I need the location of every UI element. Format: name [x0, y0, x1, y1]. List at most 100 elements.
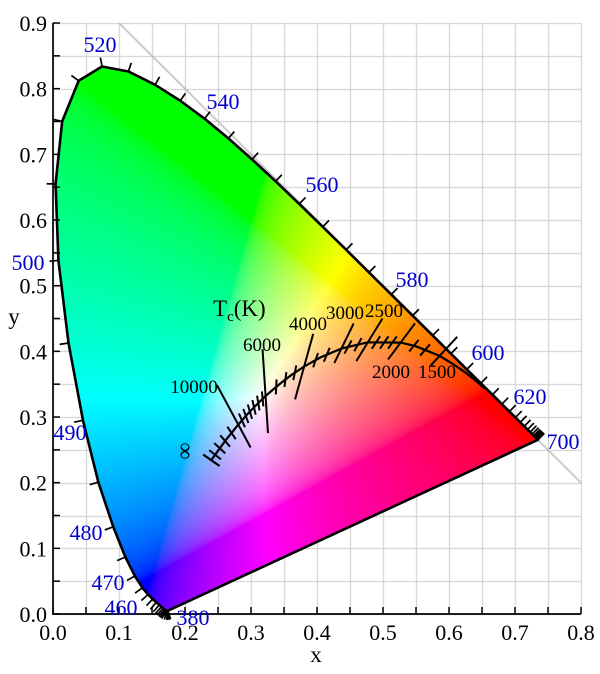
y-tick-label: 0.4	[20, 339, 48, 364]
wavelength-tick	[519, 415, 528, 423]
temperature-label: 2000	[372, 362, 410, 383]
temperature-label: 2500	[365, 301, 403, 322]
wavelength-label: 540	[207, 89, 240, 114]
wavelength-tick	[411, 308, 420, 317]
wavelength-tick	[491, 387, 500, 396]
y-axis-title: y	[8, 304, 20, 329]
wavelength-tick	[533, 428, 541, 437]
wavelength-tick	[159, 609, 167, 619]
isotherm-minor-tick	[343, 339, 353, 355]
wavelength-tick	[322, 219, 330, 228]
x-tick-label: 0.1	[105, 620, 133, 645]
wavelength-label: 470	[92, 570, 125, 595]
temperature-label: 6000	[243, 335, 281, 356]
wavelength-tick	[514, 410, 523, 419]
wavelength-label: 490	[54, 420, 87, 445]
y-tick-label: 0.2	[20, 471, 48, 496]
x-axis-title: x	[310, 642, 322, 667]
wavelength-tick	[529, 425, 538, 433]
y-tick-label: 0.5	[20, 274, 48, 299]
wavelength-tick	[156, 607, 164, 616]
temperature-label: 4000	[289, 314, 327, 335]
isotherm-minor-tick	[219, 434, 231, 448]
x-tick-label: 0.8	[567, 620, 595, 645]
isotherm-minor-tick	[379, 335, 390, 350]
wavelength-tick	[134, 587, 143, 594]
wavelength-tick	[480, 376, 488, 384]
wavelength-tick	[466, 362, 474, 370]
tc-units-label: Tc(K)	[213, 296, 266, 325]
isotherm-minor-tick	[408, 339, 420, 353]
spectral-locus-outline	[54, 65, 540, 613]
x-tick-label: 0.7	[501, 620, 529, 645]
wavelength-label: 520	[84, 32, 117, 57]
temperature-label: 10000	[170, 377, 218, 398]
y-tick-label: 0.7	[20, 142, 48, 167]
wavelength-label: 620	[514, 384, 547, 409]
wavelength-tick	[154, 606, 163, 615]
temperature-label: 1500	[418, 362, 456, 383]
isotherm-minor-tick	[237, 413, 246, 428]
wavelength-tick	[152, 604, 160, 613]
wavelength-tick	[104, 526, 114, 531]
wavelength-tick	[59, 342, 69, 346]
isotherm-minor-tick	[312, 352, 319, 368]
x-tick-label: 0.2	[171, 620, 199, 645]
isotherm-minor-tick	[260, 391, 265, 407]
wavelength-tick	[368, 265, 376, 274]
wavelength-tick	[89, 481, 99, 486]
wavelength-label: 700	[547, 429, 580, 454]
axes-layer	[52, 22, 582, 615]
wavelength-label: 600	[472, 340, 505, 365]
y-tick-label: 0.6	[20, 208, 48, 233]
isotherm-minor-tick	[246, 404, 253, 420]
wavelength-label: 580	[396, 267, 429, 292]
isotherm-minor-tick	[213, 442, 226, 455]
wavelength-label: 480	[70, 520, 103, 545]
wavelength-label: 560	[306, 172, 339, 197]
infinity-cap	[202, 453, 221, 467]
infinity-symbol: ∞	[172, 442, 198, 459]
wavelength-tick	[49, 259, 59, 263]
wavelength-tick	[432, 328, 440, 337]
y-tick-label: 0.0	[20, 602, 48, 627]
isotherm-minor-tick	[371, 335, 382, 350]
wavelength-tick	[145, 598, 154, 607]
isotherm-minor-tick	[256, 395, 261, 411]
isotherm-line	[333, 323, 355, 364]
isotherm-line	[294, 333, 315, 400]
wavelength-tick	[163, 610, 168, 620]
wavelength-tick	[140, 593, 149, 602]
planckian-locus-layer	[202, 317, 485, 467]
wavelength-tick	[70, 74, 80, 82]
wavelength-tick	[158, 608, 166, 617]
wavelength-tick	[149, 601, 157, 610]
isotherm-minor-tick	[242, 408, 250, 424]
y-tick-label: 0.1	[20, 536, 48, 561]
wavelength-label: 460	[105, 595, 138, 620]
wavelength-tick	[127, 62, 133, 72]
isotherm-minor-tick	[226, 426, 237, 440]
wavelength-tick	[534, 429, 542, 438]
wavelength-tick	[537, 432, 545, 441]
wavelength-tick	[161, 610, 167, 619]
wavelength-tick	[227, 130, 235, 139]
wavelength-label: 380	[177, 605, 210, 630]
isotherm-minor-tick	[387, 335, 398, 350]
wavelength-tick	[116, 556, 126, 562]
x-tick-label: 0.3	[237, 620, 265, 645]
x-tick-label: 0.0	[39, 620, 67, 645]
isotherm-minor-tick	[208, 449, 222, 461]
isotherm-line	[261, 349, 269, 434]
temperature-label: 3000	[326, 303, 364, 324]
wavelength-tick	[203, 111, 211, 120]
spectral-locus-layer	[46, 57, 545, 620]
isotherm-line	[216, 384, 252, 448]
wavelength-tick	[508, 404, 517, 413]
wavelength-tick	[450, 346, 458, 355]
wavelength-tick	[251, 152, 259, 160]
isotherm-minor-tick	[283, 372, 288, 388]
